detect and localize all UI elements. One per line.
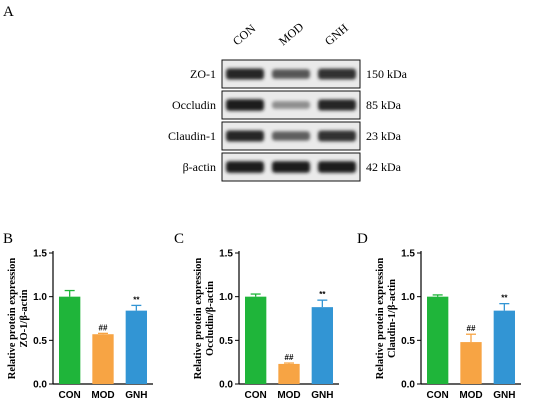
bar-con [59,296,81,384]
molecular-weight-label: 23 kDa [366,129,402,143]
x-tick-label: CON [427,390,449,401]
bar-chart-b: B Relative protein expression ZO-1/β-actin… [3,231,153,401]
y-tick-label: 0.5 [219,336,233,347]
blot-band [226,130,264,142]
blot-band [318,161,356,173]
y-tick-label: 1.0 [33,292,47,303]
bar-con [245,296,267,384]
x-tick-label: GNH [311,390,333,401]
y-axis-label: Relative protein expression [193,258,204,380]
x-tick-label: MOD [459,390,482,401]
western-blot-panel: A CON MOD GNH ZO-1 150 kDa Occludin 85 kDa Cla… [3,4,408,182]
y-tick-label: 0.0 [219,380,233,391]
lane-label-mod: MOD [276,19,307,48]
blot-band [272,131,310,141]
blot-band [226,161,264,173]
panel-letter: C [174,231,184,247]
blot-band [272,101,310,109]
blot-band [226,99,264,111]
panel-letter-a: A [3,4,14,20]
significance-label: ** [501,294,508,303]
y-axis-label-sub: Claudin-1/β-actin [387,279,398,358]
bar-gnh [311,307,333,384]
bar-chart-d: D Relative protein expression Claudin-1/β-… [357,231,521,401]
protein-label: ZO-1 [190,67,216,81]
y-axis-label-sub: ZO-1/β-actin [19,289,30,347]
molecular-weight-label: 85 kDa [366,98,402,112]
blot-band [318,68,356,80]
blot-band [226,68,264,80]
significance-label: ** [133,295,140,304]
x-tick-label: MOD [91,390,114,401]
panel-letter: D [357,231,368,247]
y-tick-label: 1.5 [219,249,233,260]
y-tick-label: 0.0 [401,380,415,391]
blot-band [318,130,356,142]
panel-letter: B [3,231,13,247]
bar-mod [92,334,114,384]
significance-label: ## [285,353,294,362]
bar-con [427,296,449,384]
y-axis-label-sub: Occludin/β-actin [205,281,216,356]
x-tick-label: CON [245,390,267,401]
blot-row-1: Occludin 85 kDa [172,90,402,120]
x-tick-label: GNH [493,390,515,401]
y-tick-label: 0.0 [33,380,47,391]
blot-row-2: Claudin-1 23 kDa [168,121,402,151]
y-tick-label: 1.0 [219,292,233,303]
y-axis-label: Relative protein expression [375,258,386,380]
molecular-weight-label: 150 kDa [366,67,408,81]
lane-label-gnh: GNH [322,21,351,49]
protein-label: Occludin [172,98,216,112]
blot-band [272,161,310,173]
y-tick-label: 0.5 [401,336,415,347]
lane-label-con: CON [230,21,259,48]
x-tick-label: GNH [125,390,147,401]
blot-row-0: ZO-1 150 kDa [190,59,408,89]
y-tick-label: 1.5 [401,249,415,260]
x-tick-label: CON [59,390,81,401]
blot-band [318,99,356,111]
protein-label: Claudin-1 [168,129,216,143]
blot-band [272,69,310,79]
x-tick-label: MOD [277,390,300,401]
significance-label: ** [319,290,326,299]
y-tick-label: 1.0 [401,292,415,303]
protein-label: β-actin [183,160,216,174]
bar-mod [460,342,482,384]
molecular-weight-label: 42 kDa [366,160,402,174]
y-tick-label: 0.5 [33,336,47,347]
significance-label: ## [99,323,108,332]
significance-label: ## [467,324,476,333]
bar-chart-c: C Relative protein expression Occludin/β-a… [174,231,339,401]
bar-gnh [125,310,147,384]
y-axis-label: Relative protein expression [7,258,18,380]
bar-mod [278,363,300,384]
y-tick-label: 1.5 [33,249,47,260]
blot-row-3: β-actin 42 kDa [183,152,402,182]
bar-gnh [493,310,515,384]
